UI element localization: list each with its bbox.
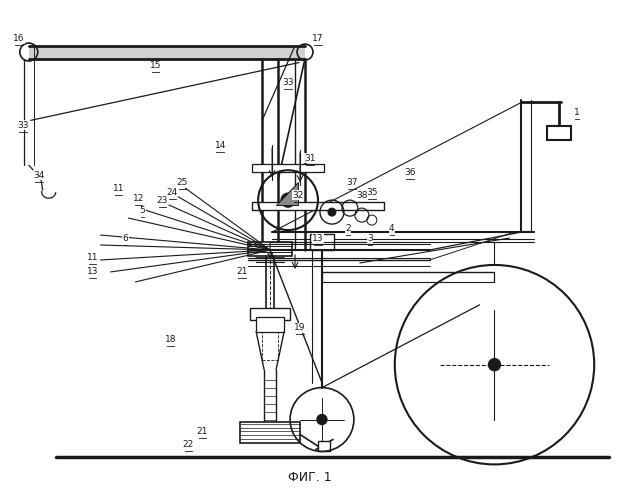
Text: 37: 37 bbox=[346, 178, 358, 186]
Text: 31: 31 bbox=[304, 154, 316, 163]
Circle shape bbox=[317, 414, 327, 424]
Text: 14: 14 bbox=[215, 141, 226, 150]
Text: 3: 3 bbox=[367, 234, 373, 242]
Text: 12: 12 bbox=[133, 194, 144, 202]
Text: 11: 11 bbox=[113, 184, 124, 192]
Text: 13: 13 bbox=[312, 234, 324, 242]
Text: 16: 16 bbox=[13, 34, 25, 43]
Text: 38: 38 bbox=[356, 190, 368, 200]
Text: 17: 17 bbox=[312, 34, 324, 43]
Text: 25: 25 bbox=[177, 178, 188, 186]
Text: 5: 5 bbox=[140, 206, 145, 214]
Text: 35: 35 bbox=[366, 188, 378, 196]
Text: 13: 13 bbox=[87, 268, 99, 276]
Text: 24: 24 bbox=[167, 188, 178, 196]
Text: 22: 22 bbox=[183, 440, 194, 449]
Text: 34: 34 bbox=[33, 170, 45, 179]
Bar bbox=[240, 422, 300, 444]
Bar bbox=[252, 164, 324, 172]
Text: 23: 23 bbox=[157, 196, 168, 204]
Text: 18: 18 bbox=[165, 335, 176, 344]
Text: 21: 21 bbox=[197, 427, 208, 436]
Bar bbox=[547, 126, 571, 140]
Text: 4: 4 bbox=[389, 224, 394, 232]
Circle shape bbox=[281, 193, 295, 207]
Bar bbox=[310, 234, 334, 250]
Text: 33: 33 bbox=[17, 121, 29, 130]
Bar bbox=[250, 308, 290, 320]
Text: ФИГ. 1: ФИГ. 1 bbox=[288, 471, 332, 484]
Circle shape bbox=[489, 358, 500, 370]
Text: 32: 32 bbox=[293, 190, 304, 200]
Bar bbox=[248, 242, 292, 256]
Bar bbox=[256, 317, 284, 332]
Polygon shape bbox=[276, 182, 298, 205]
Bar bbox=[318, 442, 330, 452]
Text: 1: 1 bbox=[574, 108, 580, 117]
Text: 21: 21 bbox=[236, 268, 248, 276]
Text: 2: 2 bbox=[345, 224, 351, 232]
Circle shape bbox=[328, 208, 336, 216]
Bar bbox=[29, 46, 305, 59]
Text: 33: 33 bbox=[282, 78, 294, 87]
Text: 6: 6 bbox=[123, 234, 128, 242]
Text: 11: 11 bbox=[87, 254, 99, 262]
Bar bbox=[252, 202, 384, 210]
Text: 36: 36 bbox=[404, 168, 415, 176]
Text: 15: 15 bbox=[149, 61, 161, 70]
Text: 19: 19 bbox=[294, 324, 306, 332]
